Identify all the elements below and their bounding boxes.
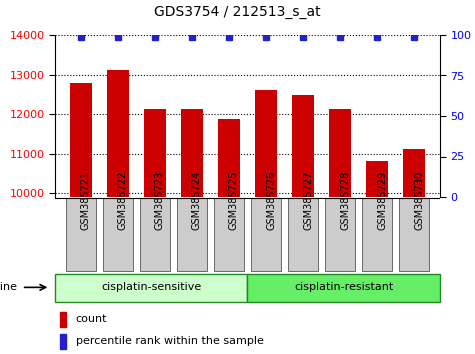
- Text: GDS3754 / 212513_s_at: GDS3754 / 212513_s_at: [154, 5, 321, 19]
- FancyBboxPatch shape: [140, 198, 170, 271]
- Text: GSM385728: GSM385728: [340, 170, 350, 230]
- Bar: [144, 109, 166, 354]
- Text: GSM385729: GSM385729: [377, 170, 387, 230]
- Bar: [218, 119, 240, 354]
- Text: count: count: [76, 314, 107, 324]
- Text: GSM385724: GSM385724: [192, 170, 202, 230]
- Text: percentile rank within the sample: percentile rank within the sample: [76, 337, 264, 347]
- Text: cisplatin-resistant: cisplatin-resistant: [294, 282, 393, 292]
- FancyBboxPatch shape: [66, 198, 96, 271]
- Text: GSM385723: GSM385723: [155, 170, 165, 230]
- Bar: [70, 83, 92, 354]
- FancyBboxPatch shape: [251, 198, 281, 271]
- FancyBboxPatch shape: [55, 274, 247, 302]
- Bar: [255, 90, 277, 354]
- Bar: [181, 109, 203, 354]
- Bar: [366, 161, 388, 354]
- FancyBboxPatch shape: [362, 198, 392, 271]
- FancyBboxPatch shape: [247, 274, 440, 302]
- FancyBboxPatch shape: [214, 198, 244, 271]
- Text: GSM385730: GSM385730: [414, 170, 424, 229]
- Bar: [60, 334, 66, 349]
- Text: cisplatin-sensitive: cisplatin-sensitive: [101, 282, 201, 292]
- Text: GSM385725: GSM385725: [229, 170, 239, 230]
- Bar: [329, 109, 351, 354]
- Text: GSM385726: GSM385726: [266, 170, 276, 230]
- Text: cell line: cell line: [0, 282, 17, 292]
- FancyBboxPatch shape: [103, 198, 133, 271]
- FancyBboxPatch shape: [399, 198, 429, 271]
- Text: GSM385721: GSM385721: [81, 170, 91, 230]
- FancyBboxPatch shape: [288, 198, 318, 271]
- Bar: [107, 70, 129, 354]
- Bar: [60, 312, 66, 326]
- Text: GSM385727: GSM385727: [303, 170, 313, 230]
- FancyBboxPatch shape: [177, 198, 207, 271]
- Text: GSM385722: GSM385722: [118, 170, 128, 230]
- FancyBboxPatch shape: [325, 198, 355, 271]
- Bar: [403, 149, 425, 354]
- Bar: [292, 95, 314, 354]
